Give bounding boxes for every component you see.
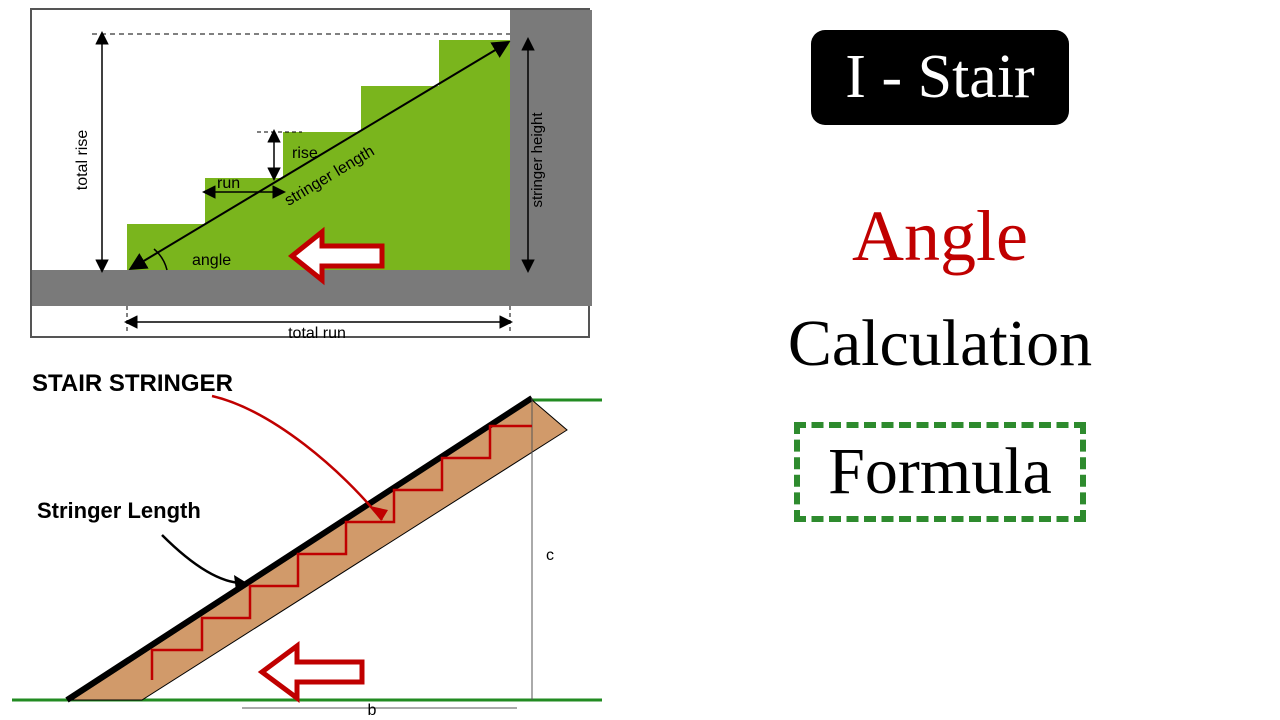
angle-label: angle [192, 252, 231, 269]
stair-top-svg: stringer length angle rise run total ris… [32, 10, 592, 340]
total-rise-label: total rise [74, 130, 91, 191]
stringer-height-label: stringer height [529, 112, 546, 208]
run-label: run [217, 175, 240, 192]
stair-diagram-top: stringer length angle rise run total ris… [30, 8, 590, 338]
stair-stringer-title: STAIR STRINGER [32, 370, 233, 398]
formula-box: Formula [794, 422, 1086, 522]
right-column: I - Stair Angle Calculation Formula [620, 0, 1260, 720]
stringer-length-title: Stringer Length [37, 498, 201, 524]
stair-diagram-bottom: STAIR STRINGER Stringer Length b [12, 370, 602, 715]
concrete-floor [32, 270, 592, 306]
stringer-deck [72, 400, 567, 700]
rise-label: rise [292, 145, 318, 162]
concrete-wall [510, 10, 592, 306]
left-column: stringer length angle rise run total ris… [0, 0, 620, 720]
stringer-callout-line [212, 396, 382, 520]
calculation-heading: Calculation [660, 306, 1220, 382]
stair-bottom-svg: b c [12, 370, 602, 715]
angle-heading: Angle [660, 195, 1220, 278]
c-label: c [546, 547, 554, 564]
b-label: b [368, 702, 377, 715]
total-run-label: total run [288, 325, 346, 340]
formula-heading: Formula [828, 435, 1052, 508]
title-istair: I - Stair [811, 30, 1068, 125]
red-arrow-bottom-icon [262, 646, 362, 698]
